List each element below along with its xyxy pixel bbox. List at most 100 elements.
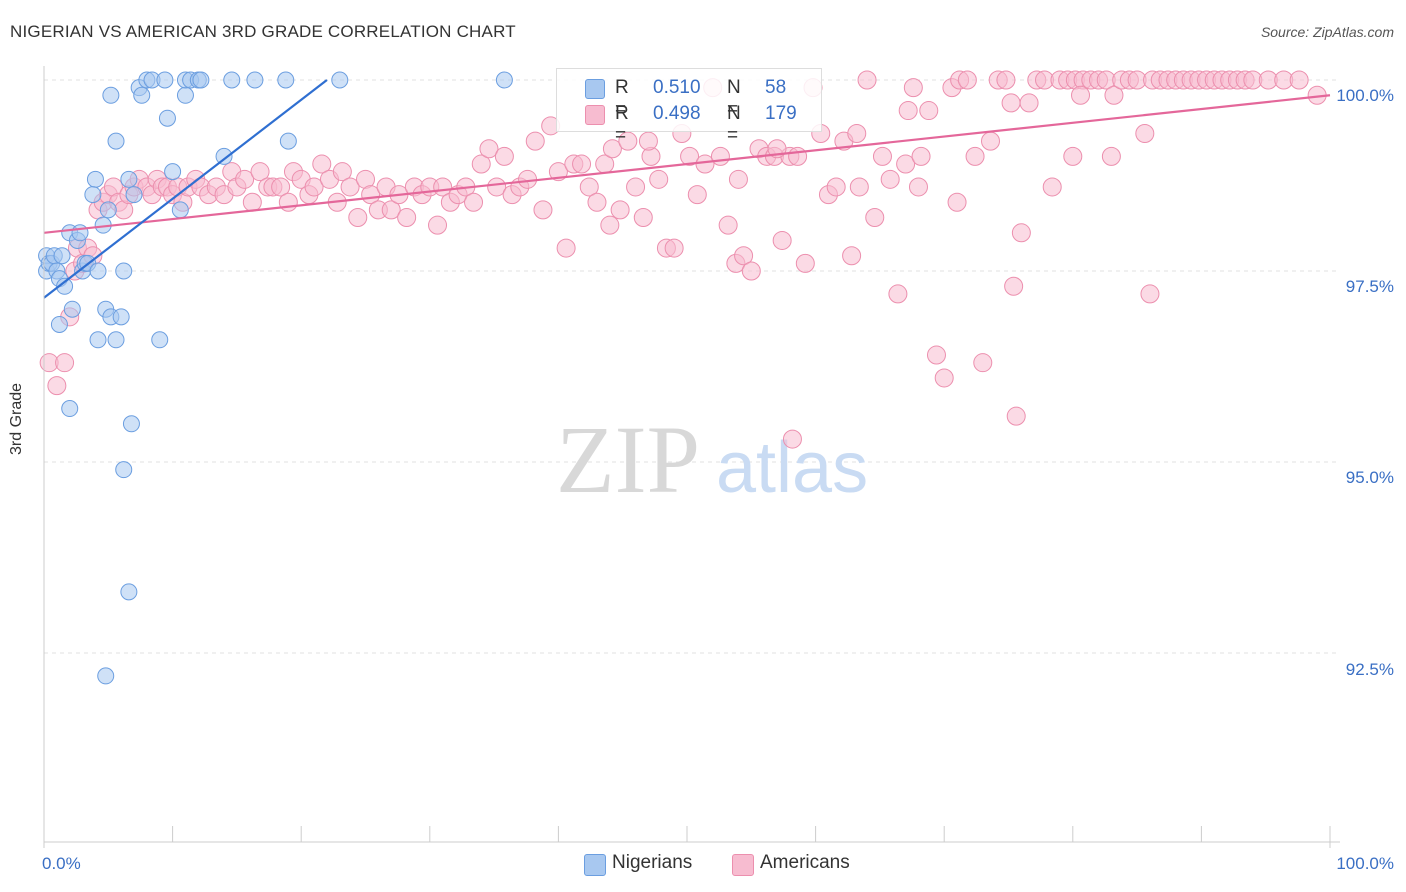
americans-point (271, 177, 291, 197)
americans-point (479, 139, 499, 159)
americans-point (973, 353, 993, 373)
nigerians-point (99, 201, 117, 219)
americans-point (618, 131, 638, 151)
americans-point (849, 177, 869, 197)
y-tick-97-5: 97.5% (1345, 277, 1394, 296)
americans-point (710, 146, 730, 166)
americans-point (847, 123, 867, 143)
americans-point (934, 368, 954, 388)
americans-point (533, 200, 553, 220)
nigerians-point (171, 201, 189, 219)
americans-point (579, 177, 599, 197)
nigerians-point (495, 71, 513, 89)
americans-point (687, 185, 707, 205)
americans-point (602, 139, 622, 159)
nigerians-point (86, 170, 104, 188)
americans-point (1006, 406, 1026, 426)
americans-point (1011, 223, 1031, 243)
americans-swatch (585, 105, 605, 125)
nigerians-point (164, 163, 182, 181)
americans-point (826, 177, 846, 197)
nigerians-point (192, 71, 210, 89)
axes (43, 66, 1340, 848)
trend-lines (43, 79, 1331, 299)
americans-point (664, 238, 684, 258)
nigerians-point (151, 331, 169, 349)
legend-n-label: N = (727, 77, 741, 120)
legend-n-value: 179 (765, 103, 797, 124)
nigerians-point (97, 667, 115, 685)
y-tick-92-5: 92.5% (1345, 660, 1394, 679)
nigerians-point (63, 300, 81, 318)
legend-n-label: N = (727, 103, 741, 146)
nigerians-point (277, 71, 295, 89)
americans-point (348, 208, 368, 228)
americans-point (911, 146, 931, 166)
americans-point (1063, 146, 1083, 166)
americans-point (397, 208, 417, 228)
nigerians-point (215, 147, 233, 165)
americans-point (600, 215, 620, 235)
americans-point (1101, 146, 1121, 166)
nigerians-point (120, 583, 138, 601)
americans-point (1042, 177, 1062, 197)
americans-point (1071, 85, 1091, 105)
americans-point (957, 70, 977, 90)
nigerians-point (176, 86, 194, 104)
americans-point (626, 177, 646, 197)
nigerians-point (223, 71, 241, 89)
legend-n-value: 58 (765, 77, 787, 98)
americans-point (865, 208, 885, 228)
americans-point (587, 192, 607, 212)
nigerians-point (133, 86, 151, 104)
americans-point (278, 192, 298, 212)
americans-point (1140, 284, 1160, 304)
y-tick-95: 95.0% (1345, 468, 1394, 487)
nigerians-point (112, 308, 130, 326)
americans-point (428, 215, 448, 235)
nigerians-point (158, 109, 176, 127)
legend-label-nigerians: Nigerians (612, 852, 693, 873)
americans-point (381, 200, 401, 220)
americans-point (633, 208, 653, 228)
source-credit: Source: ZipAtlas.com (1260, 24, 1394, 40)
nigerians-point (89, 331, 107, 349)
americans-point (788, 146, 808, 166)
nigerians-point (115, 262, 133, 280)
nigerians-point (61, 400, 79, 418)
americans-point (556, 238, 576, 258)
nigerians-legend-swatch (584, 854, 606, 876)
americans-point (464, 192, 484, 212)
americans-point (919, 101, 939, 121)
nigerians-point (89, 262, 107, 280)
americans-point (888, 284, 908, 304)
americans-point (610, 200, 630, 220)
legend-r-label: R = (615, 77, 629, 120)
x-tick-min: 0.0% (42, 854, 81, 873)
nigerians-point (56, 277, 74, 295)
americans-point (332, 162, 352, 182)
americans-point (47, 376, 67, 396)
americans-point (795, 253, 815, 273)
nigerians-point (107, 331, 125, 349)
americans-point (772, 230, 792, 250)
legend-r-label: R = (615, 103, 629, 146)
americans-point (896, 154, 916, 174)
americans-point (242, 192, 262, 212)
legend-r-value: 0.498 (653, 103, 701, 124)
nigerians-point (71, 224, 89, 242)
americans-point (1019, 93, 1039, 113)
americans-point (525, 131, 545, 151)
americans-point (872, 146, 892, 166)
americans-point (880, 169, 900, 189)
nigerians-point (115, 461, 133, 479)
nigerians-swatch (585, 79, 605, 99)
nigerians-point (84, 186, 102, 204)
americans-point (980, 131, 1000, 151)
americans-point (857, 70, 877, 90)
americans-point (903, 78, 923, 98)
americans-point (1001, 93, 1021, 113)
americans-point (734, 246, 754, 266)
americans-point (304, 177, 324, 197)
